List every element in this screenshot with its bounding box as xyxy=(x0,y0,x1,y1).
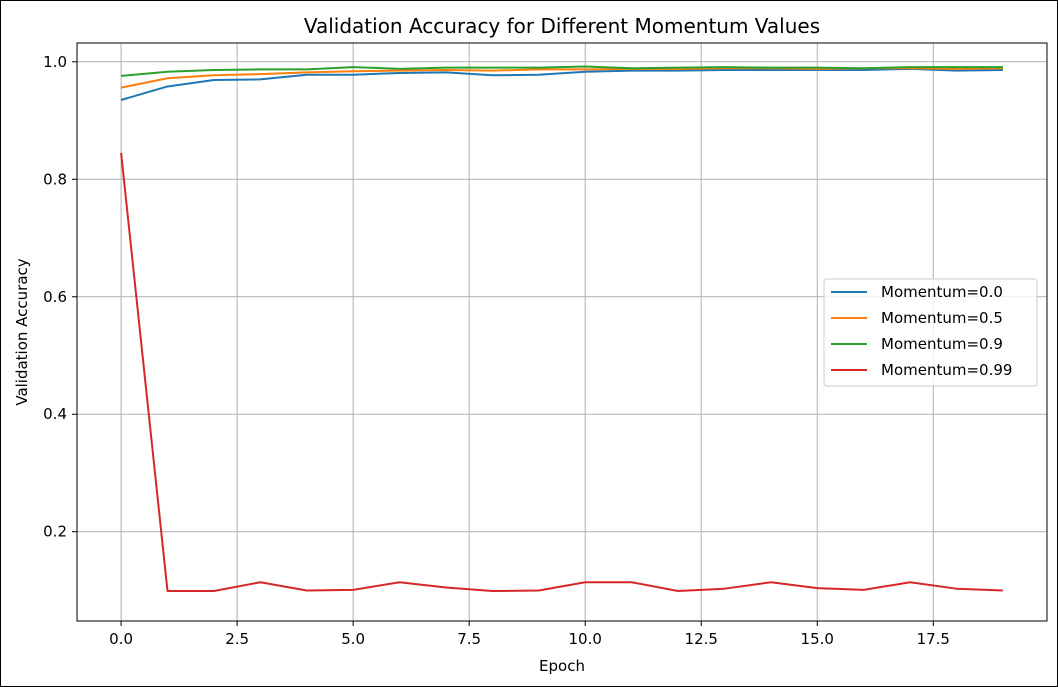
legend-label: Momentum=0.99 xyxy=(881,361,1012,379)
x-tick-label: 5.0 xyxy=(341,630,365,648)
legend-label: Momentum=0.5 xyxy=(881,309,1003,327)
series-line-1 xyxy=(120,67,1003,89)
y-tick-label: 1.0 xyxy=(43,53,67,71)
legend-label: Momentum=0.9 xyxy=(881,335,1003,353)
y-tick-label: 0.4 xyxy=(43,405,67,423)
series-line-0 xyxy=(120,67,1003,101)
legend-label: Momentum=0.0 xyxy=(881,283,1003,301)
x-tick-label: 17.5 xyxy=(917,630,950,648)
x-tick-label: 12.5 xyxy=(685,630,718,648)
series-lines xyxy=(120,65,1003,593)
x-tick-label: 0.0 xyxy=(109,630,133,648)
series-line-3 xyxy=(120,152,1003,593)
legend: Momentum=0.0 Momentum=0.5 Momentum=0.9 Mome… xyxy=(823,278,1038,387)
legend-box xyxy=(823,278,1038,387)
axis-ticks: 0.0 2.5 5.0 7.5 10.0 12.5 15.0 17.5 0.2 0.4 0.6 0.8… xyxy=(43,53,950,648)
x-tick-label: 10.0 xyxy=(569,630,602,648)
x-axis-label: Epoch xyxy=(539,657,585,675)
x-tick-label: 7.5 xyxy=(457,630,481,648)
y-axis-label: Validation Accuracy xyxy=(13,258,31,405)
x-tick-label: 15.0 xyxy=(801,630,834,648)
chart-title: Validation Accuracy for Different Moment… xyxy=(304,14,820,38)
x-tick-label: 2.5 xyxy=(225,630,249,648)
series-line-2 xyxy=(121,65,1003,77)
plot-area-border xyxy=(76,42,1048,622)
grid xyxy=(77,43,1047,621)
y-tick-label: 0.6 xyxy=(43,288,67,306)
y-tick-label: 0.8 xyxy=(43,170,67,188)
y-tick-label: 0.2 xyxy=(43,523,67,541)
